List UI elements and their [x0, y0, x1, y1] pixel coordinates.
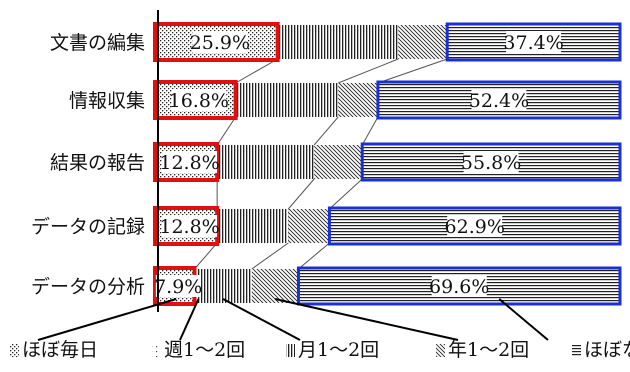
legend-label-2: 週1～2回	[164, 339, 245, 361]
highlight-box-last-4	[327, 206, 622, 246]
data-label-1-1: 25.9%	[190, 32, 250, 54]
data-label-bg-5-2	[431, 275, 487, 297]
data-label-4-1: 12.8%	[159, 216, 219, 238]
data-label-3-2: 55.8%	[461, 152, 521, 174]
highlight-box-first-4	[153, 206, 220, 246]
category-label-1: 文書の編集	[50, 32, 145, 54]
data-label-5-2: 69.6%	[429, 276, 489, 298]
leader-line-3	[222, 298, 301, 341]
data-labels: 25.9% 37.4% 16.8% 52.4% 12.8% 55.8% 12.8% 62.9%…	[154, 31, 564, 298]
connector-line-3-3	[287, 178, 315, 210]
bar-segment-3-3	[217, 145, 315, 179]
legend-swatch-1	[10, 344, 19, 357]
highlight-box-last-5	[296, 266, 622, 306]
data-label-3-1: 12.8%	[159, 152, 219, 174]
bar-segment-3-4	[314, 145, 363, 179]
connector-line-4-3	[251, 242, 289, 270]
data-label-bg-4-1	[162, 215, 218, 237]
connector-line-4-4	[298, 242, 330, 270]
legend-label-5: ほぼない	[584, 339, 630, 361]
connector-line-3-4	[329, 178, 363, 210]
category-label-4: データの記録	[31, 216, 145, 238]
data-label-bg-3-1	[162, 151, 218, 173]
highlight-box-last-1	[445, 22, 622, 62]
data-label-bg-1-1	[192, 31, 248, 53]
connector-line-1-4	[377, 58, 448, 84]
data-label-bg-3-2	[463, 151, 519, 173]
connector-line-2-1	[216, 116, 237, 146]
bar-segment-1-4	[398, 25, 448, 59]
leader-line-1	[37, 298, 177, 341]
bar-segment-2-4	[338, 83, 378, 117]
data-label-5-1: 7.9%	[154, 276, 202, 298]
data-label-bg-5-1	[155, 275, 201, 297]
highlight-box-last-3	[360, 142, 622, 182]
bar-segment-5-3	[194, 269, 252, 303]
connector-line-2-4	[361, 116, 379, 146]
data-label-2-1: 16.8%	[169, 90, 229, 112]
legend-swatch-3	[286, 344, 295, 357]
highlight-box-first-3	[153, 142, 220, 182]
category-label-2: 情報収集	[69, 90, 145, 112]
connector-line-1-1	[235, 58, 278, 84]
legend-swatch-4	[436, 344, 445, 357]
bar-segment-4-4	[288, 209, 330, 243]
highlight-boxes	[153, 22, 622, 306]
leader-line-2	[179, 298, 200, 341]
data-label-2-2: 52.4%	[469, 90, 529, 112]
bar-segment-5-4	[251, 269, 299, 303]
data-label-4-2: 62.9%	[445, 216, 505, 238]
legend-leader-lines	[37, 298, 549, 341]
connector-line-1-3	[337, 58, 399, 84]
data-label-bg-2-1	[171, 89, 227, 111]
connector-line-4-1	[194, 242, 218, 270]
legend: ほぼ毎日 週1～2回 月1～2回 年1～2回 ほぼない	[10, 339, 630, 361]
connector-lines	[194, 58, 448, 270]
bar-segment-4-3	[217, 209, 289, 243]
data-label-bg-4-2	[447, 215, 503, 237]
leader-line-4	[274, 298, 459, 341]
highlight-box-last-2	[376, 80, 622, 120]
bar-segment-2-3	[235, 83, 339, 117]
data-label-bg-2-2	[471, 89, 527, 111]
bar-segments	[158, 25, 620, 303]
legend-swatch-2	[152, 344, 161, 357]
legend-swatch-5	[572, 344, 581, 357]
highlight-box-first-1	[153, 22, 280, 62]
connector-line-2-3	[313, 116, 339, 146]
data-label-bg-1-2	[506, 31, 562, 53]
legend-label-3: 月1～2回	[298, 339, 379, 361]
legend-label-4: 年1～2回	[448, 339, 529, 361]
leader-line-5	[498, 298, 549, 341]
bar-segment-1-3	[277, 25, 399, 59]
data-label-1-2: 37.4%	[503, 32, 563, 54]
category-label-3: 結果の報告	[50, 152, 145, 174]
category-label-5: データの分析	[31, 276, 145, 298]
highlight-box-first-2	[153, 80, 238, 120]
legend-label-1: ほぼ毎日	[22, 339, 98, 361]
